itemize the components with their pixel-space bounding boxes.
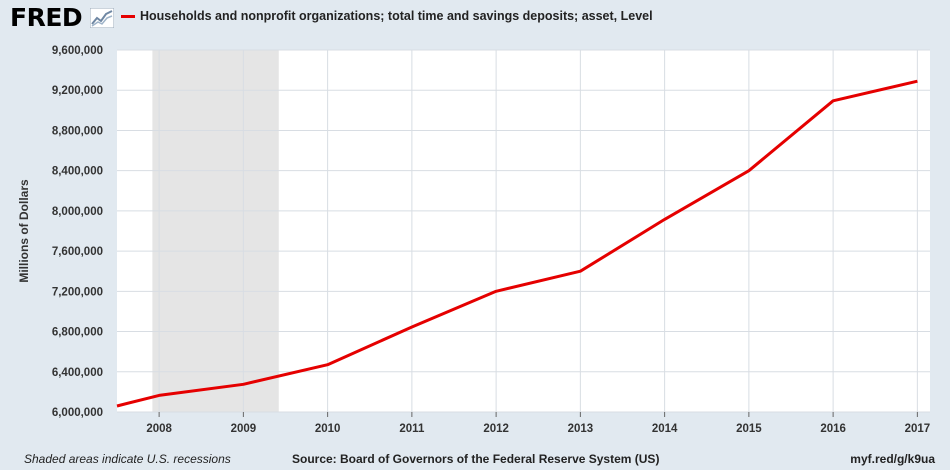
y-tick-label: 7,600,000 [52,246,103,258]
recession-layer [152,50,279,412]
x-tick-label: 2009 [231,423,257,435]
chart-legend: Households and nonprofit organizations; … [121,9,653,23]
y-tick-label: 9,200,000 [52,85,103,97]
y-axis-title: Millions of Dollars [17,179,31,283]
series-line [116,79,918,408]
x-tick-label: 2012 [483,423,509,435]
chart-header: FRED Households and nonprofit organizati… [0,0,950,36]
x-axis-ticks: 2008 2009 2010 2011 2012 2013 2014 2015 2016 2017 [146,412,930,435]
x-tick-label: 2015 [736,423,762,435]
series-layer [116,79,918,408]
y-tick-label: 8,000,000 [52,206,103,218]
legend-label: Households and nonprofit organizations; … [140,9,653,23]
grid-layer [117,49,930,413]
y-tick-label: 6,800,000 [52,327,103,339]
source-credit: Source: Board of Governors of the Federa… [292,452,660,466]
x-tick-label: 2017 [905,423,931,435]
recession-band [152,50,279,412]
x-tick-label: 2010 [315,423,341,435]
fred-logo[interactable]: FRED [10,3,83,32]
legend-swatch [121,14,135,18]
x-tick-label: 2014 [652,423,678,435]
x-tick-label: 2013 [568,423,594,435]
y-tick-label: 8,400,000 [52,166,103,178]
short-link[interactable]: myf.red/g/k9ua [850,452,935,466]
recession-note: Shaded areas indicate U.S. recessions [24,452,231,466]
x-tick-label: 2011 [399,423,425,435]
y-tick-label: 8,800,000 [52,125,103,137]
x-tick-label: 2008 [146,423,172,435]
y-tick-label: 7,200,000 [52,286,103,298]
x-tick-label: 2016 [820,423,846,435]
y-tick-label: 6,400,000 [52,367,103,379]
y-axis-ticks: 6,000,000 6,400,000 6,800,000 7,200,000 7,60… [52,45,103,419]
chart-footer: Shaded areas indicate U.S. recessions So… [0,450,950,468]
y-tick-label: 6,000,000 [52,407,103,419]
line-chart: 6,000,000 6,400,000 6,800,000 7,200,000 7,60… [17,45,930,435]
y-tick-label: 9,600,000 [52,45,103,57]
